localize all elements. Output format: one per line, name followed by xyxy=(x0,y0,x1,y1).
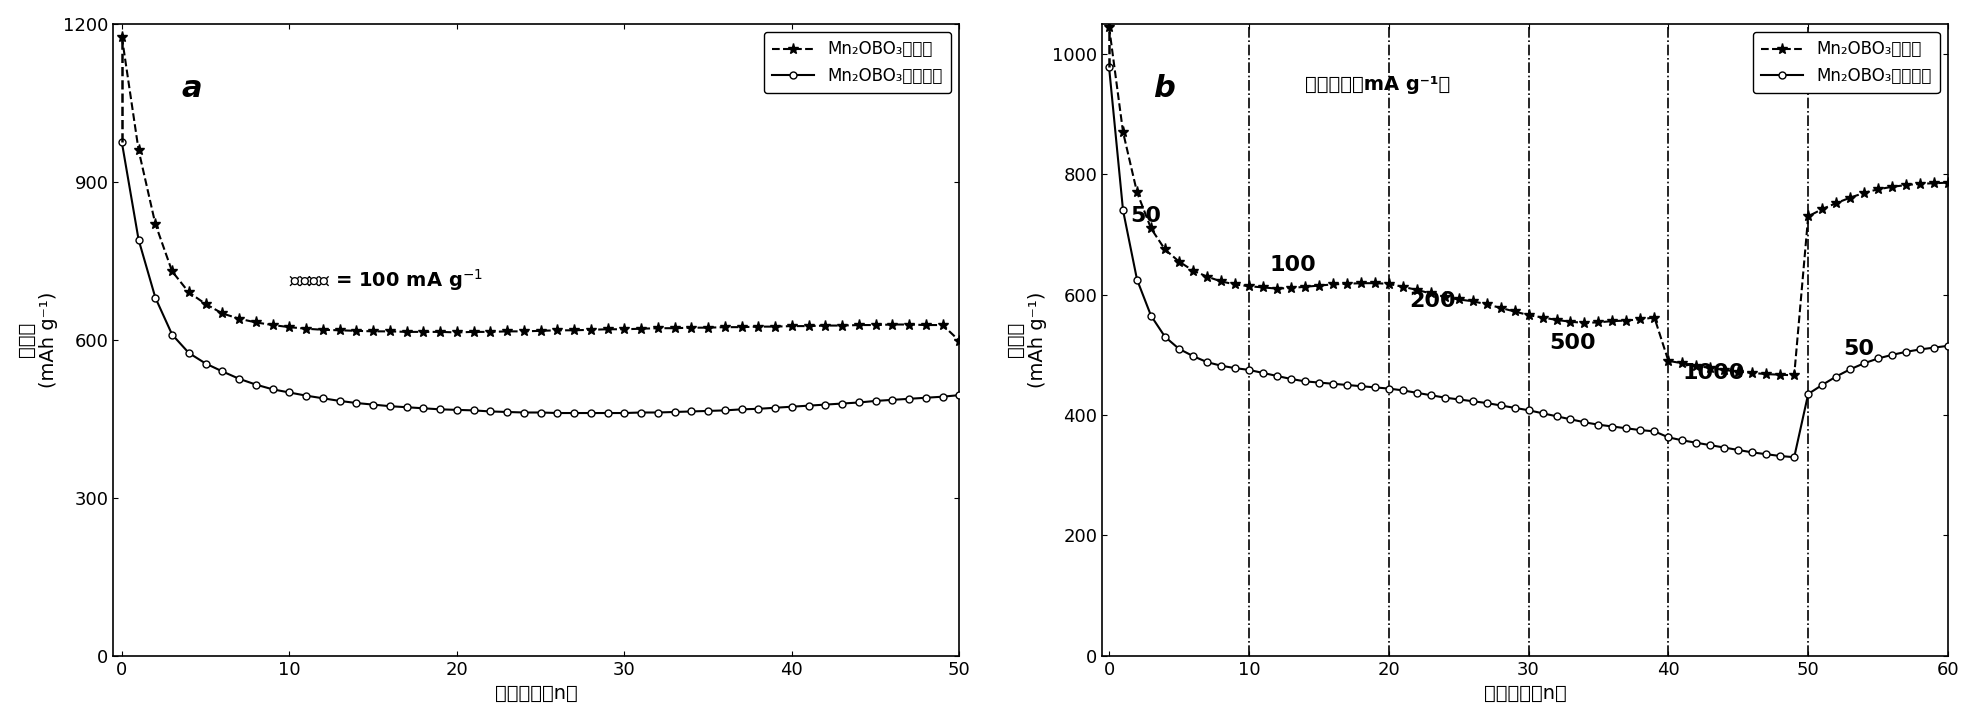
Text: 电流密度 = 100 mA g$^{-1}$: 电流密度 = 100 mA g$^{-1}$ xyxy=(288,267,484,293)
Y-axis label: 比容量
(mAh g⁻¹): 比容量 (mAh g⁻¹) xyxy=(16,292,57,388)
Text: 200: 200 xyxy=(1409,291,1456,310)
Y-axis label: 比容量
(mAh g⁻¹): 比容量 (mAh g⁻¹) xyxy=(1006,292,1047,388)
Text: 电流密度（mA g⁻¹）: 电流密度（mA g⁻¹） xyxy=(1304,75,1450,94)
Text: 500: 500 xyxy=(1549,333,1597,353)
Legend: Mn₂OBO₃纳米棒, Mn₂OBO₃纳米棒束: Mn₂OBO₃纳米棒, Mn₂OBO₃纳米棒束 xyxy=(765,32,950,93)
X-axis label: 循环圈数（n）: 循环圈数（n） xyxy=(496,684,577,703)
X-axis label: 循环圈数（n）: 循环圈数（n） xyxy=(1484,684,1567,703)
Text: 50: 50 xyxy=(1130,207,1162,226)
Text: a: a xyxy=(182,74,202,103)
Text: 100: 100 xyxy=(1271,255,1316,274)
Text: b: b xyxy=(1152,74,1174,103)
Text: 1000: 1000 xyxy=(1682,363,1745,383)
Text: 50: 50 xyxy=(1844,339,1873,359)
Legend: Mn₂OBO₃纳米棒, Mn₂OBO₃纳米棒束: Mn₂OBO₃纳米棒, Mn₂OBO₃纳米棒束 xyxy=(1753,32,1940,93)
